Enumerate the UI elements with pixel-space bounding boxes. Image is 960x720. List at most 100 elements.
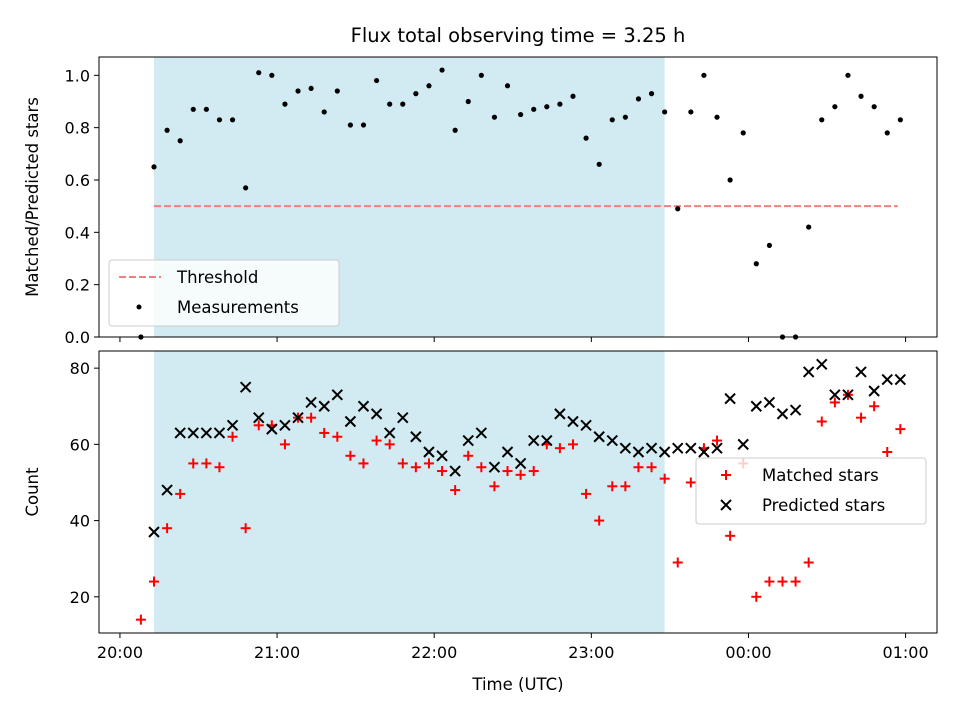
x-axis-label: Time (UTC) [471,675,563,694]
measurement-points [138,67,903,340]
predicted-star-point [750,400,763,412]
matched-star-point [751,591,762,602]
predicted-star-point [606,434,618,447]
matched-star-point [620,481,631,492]
matched-star-point [594,515,605,526]
matched-star-point [371,435,382,446]
measurement-point [727,177,733,183]
measurement-point [229,117,236,123]
predicted-star-point [292,411,304,424]
matched-legend-swatch [721,470,731,480]
matched-star-point [397,458,408,469]
bottom-x-tick-label: 20:00 [97,643,143,662]
measurement-point [858,93,864,99]
predicted-legend-label: Predicted stars [762,496,885,515]
matched-star-point [764,576,775,587]
top-y-tick-label: 0.0 [65,328,90,347]
measurement-point [308,85,314,92]
predicted-star-point [658,446,671,458]
measurement-point [243,185,249,191]
bottom-y-tick-label: 20 [70,588,90,607]
top-y-tick-label: 1.0 [65,66,90,85]
measurement-point [518,111,524,118]
predicted-star-point [253,411,265,424]
matched-star-point [175,488,186,499]
predicted-star-point [475,427,488,439]
measurement-point [387,101,393,107]
measurement-point [740,130,746,136]
measurement-point [557,101,563,107]
top-x-ticks [119,337,907,342]
matched-star-point [567,439,578,450]
matched-star-point [528,466,539,477]
predicted-star-point [344,415,357,428]
matched-star-point [463,450,474,461]
predicted-star-points [148,358,907,538]
measurement-point [871,104,877,110]
matched-star-point [253,420,264,431]
predicted-star-point [698,446,710,458]
measurement-point [884,130,890,136]
matched-star-point [450,485,461,496]
measurement-point [216,117,223,123]
measurement-point [596,161,602,167]
matched-star-point [659,473,670,484]
matched-star-point [201,458,212,469]
measurement-point [452,127,458,133]
predicted-star-point [802,366,815,378]
top-legend-box [108,259,340,327]
measurement-point [648,91,655,97]
predicted-star-point [200,427,213,439]
predicted-star-point [370,408,383,420]
measurement-point [256,70,262,76]
matched-star-point [148,576,159,587]
bottom-y-ticks: 20 40 60 80 [70,359,99,607]
measurement-point [583,135,589,141]
predicted-star-point [763,396,776,409]
measurement-point [360,122,367,128]
predicted-star-point [357,400,370,412]
matched-star-point [279,439,290,450]
predicted-star-point [528,434,540,447]
matched-star-point [515,469,526,480]
matched-star-point [829,397,840,408]
matched-star-point [777,576,788,587]
matched-star-point [895,424,906,435]
measurement-point [269,72,275,78]
matched-star-point [633,462,644,473]
bottom-y-tick-label: 40 [70,512,90,531]
predicted-star-point [213,427,226,439]
predicted-star-point [776,408,789,420]
predicted-star-point [619,442,632,454]
predicted-star-point [855,366,867,378]
matched-star-point [227,431,238,442]
predicted-star-point [462,434,474,447]
measurement-point [426,83,432,89]
predicted-star-point [187,427,199,439]
bottom-x-tick-label: 00:00 [725,643,771,662]
measurement-point [373,77,380,84]
top-y-tick-label: 0.8 [65,119,90,138]
predicted-star-point [383,427,396,439]
matched-star-point [685,477,696,488]
measurement-point [662,109,668,115]
matched-legend-label: Matched stars [762,466,879,485]
matched-star-point [816,416,827,427]
measurement-point [491,114,498,120]
matched-star-point [319,427,330,438]
matched-star-point [581,488,592,499]
predicted-star-point [789,404,802,416]
matched-star-points [135,389,906,625]
top-axes-frame [98,56,938,338]
top-y-tick-label: 0.6 [65,171,90,190]
predicted-star-point [580,419,592,432]
measurements-legend-label: Measurements [177,298,299,317]
matched-star-point [712,435,723,446]
bottom-axes-frame [98,350,938,634]
bottom-x-tick-label: 22:00 [411,643,457,662]
bottom-x-tick-label: 21:00 [254,643,300,662]
bottom-y-tick-label: 60 [70,435,90,454]
predicted-star-point [410,431,422,443]
